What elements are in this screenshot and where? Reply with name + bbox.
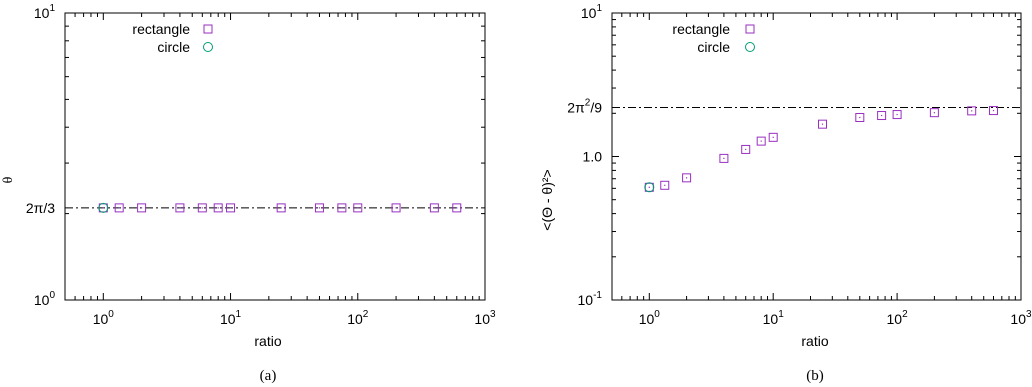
x-tick-label: 100 bbox=[639, 309, 661, 327]
data-point-center bbox=[772, 136, 774, 138]
data-point-center bbox=[933, 112, 935, 114]
y-tick-label: 1.0 bbox=[583, 149, 603, 165]
data-point-rectangle bbox=[213, 203, 223, 213]
data-point-rectangle bbox=[756, 136, 766, 146]
data-point-center bbox=[201, 207, 203, 209]
data-point-rectangle bbox=[197, 203, 207, 213]
data-point-center bbox=[395, 207, 397, 209]
data-point-center bbox=[745, 148, 747, 151]
legend-label-circle: circle bbox=[157, 39, 190, 55]
x-tick-label: 103 bbox=[474, 309, 496, 327]
data-point-center bbox=[664, 184, 666, 186]
x-tick-label: 100 bbox=[93, 309, 115, 327]
data-point-rectangle bbox=[989, 106, 999, 116]
data-point-center bbox=[859, 116, 861, 119]
legend: rectangle circle bbox=[672, 21, 755, 55]
legend-square-icon bbox=[203, 24, 213, 34]
data-point-center bbox=[685, 177, 688, 179]
data-point-center bbox=[881, 114, 883, 117]
data-point-rectangle bbox=[175, 203, 185, 213]
x-tick-label: 102 bbox=[347, 309, 369, 327]
legend-label-rectangle: rectangle bbox=[672, 21, 730, 37]
data-point-rectangle bbox=[314, 203, 324, 213]
data-point-rectangle bbox=[719, 153, 729, 163]
data-point-center bbox=[456, 207, 458, 209]
data-point-rectangle bbox=[353, 203, 363, 213]
legend-circle-icon bbox=[745, 42, 755, 52]
x-axis-label: ratio bbox=[801, 333, 828, 349]
data-point-rectangle bbox=[337, 203, 347, 213]
legend-label-circle: circle bbox=[697, 39, 730, 55]
panel-a: θ ratio (a) rectangle circle 100 101 102 10… bbox=[1, 3, 496, 384]
plot-frame bbox=[611, 12, 1022, 301]
data-point-rectangle bbox=[768, 132, 778, 142]
x-tick-label: 103 bbox=[1010, 309, 1032, 327]
legend-circle-icon bbox=[203, 42, 213, 52]
data-point-rectangle bbox=[226, 203, 236, 213]
panel-label: (a) bbox=[260, 368, 277, 384]
data-point-rectangle bbox=[391, 203, 401, 213]
data-point-center bbox=[357, 207, 359, 209]
y-axis-label: θ bbox=[1, 176, 16, 183]
data-point-center bbox=[280, 207, 282, 209]
data-point-center bbox=[896, 113, 898, 116]
data-point-center bbox=[760, 140, 762, 142]
data-point-center bbox=[341, 207, 343, 209]
reference-line-label: 2π/3 bbox=[26, 200, 55, 216]
data-point-circle bbox=[98, 202, 109, 213]
data-point-rectangle bbox=[967, 106, 977, 116]
data-point-center bbox=[141, 207, 143, 209]
data-point-rectangle bbox=[929, 108, 939, 118]
x-tick-label: 101 bbox=[220, 309, 242, 327]
svg-text:<(Θ - θ)²>: <(Θ - θ)²> bbox=[539, 169, 555, 230]
data-point-rectangle bbox=[114, 203, 124, 213]
data-point-rectangle bbox=[741, 144, 751, 154]
data-point-rectangle bbox=[818, 119, 828, 129]
data-point-center bbox=[217, 207, 219, 209]
data-point-center bbox=[102, 207, 104, 209]
data-point-rectangle bbox=[682, 173, 692, 183]
data-point-center bbox=[648, 186, 650, 188]
data-point-center bbox=[229, 207, 232, 209]
reference-line-label: 2π2/9 bbox=[567, 98, 602, 116]
data-point-rectangle bbox=[429, 203, 439, 213]
y-axis-label: <(Θ - θ)²> bbox=[539, 169, 555, 230]
data-point-rectangle bbox=[452, 203, 462, 213]
panel-b: <(Θ - θ)²> ratio (b) rectangle circle 10… bbox=[539, 3, 1032, 384]
data-point-circle bbox=[644, 182, 655, 193]
data-point-rectangle bbox=[276, 203, 286, 213]
legend-square-icon bbox=[745, 24, 755, 34]
y-tick-label: 101 bbox=[581, 3, 603, 21]
data-point-center bbox=[971, 110, 973, 112]
y-tick-label: 100 bbox=[34, 290, 56, 308]
data-point-rectangle bbox=[855, 112, 865, 122]
y-tick-label: 10-1 bbox=[578, 290, 603, 308]
x-axis-label: ratio bbox=[254, 333, 281, 349]
data-point-center bbox=[821, 123, 824, 125]
plot-frame bbox=[64, 12, 486, 301]
y-tick-label: 101 bbox=[34, 3, 56, 21]
data-point-rectangle bbox=[892, 110, 902, 120]
legend-label-rectangle: rectangle bbox=[132, 21, 190, 37]
data-point-center bbox=[179, 207, 181, 209]
data-point-center bbox=[433, 207, 435, 209]
panel-label: (b) bbox=[806, 368, 824, 384]
data-point-rectangle bbox=[137, 203, 147, 213]
data-point-center bbox=[118, 207, 120, 209]
x-tick-label: 101 bbox=[763, 309, 785, 327]
data-point-center bbox=[723, 157, 725, 159]
legend: rectangle circle bbox=[132, 21, 213, 55]
data-point-center bbox=[318, 207, 321, 209]
data-point-rectangle bbox=[660, 180, 670, 190]
data-point-rectangle bbox=[877, 111, 887, 121]
x-tick-label: 102 bbox=[887, 309, 909, 327]
data-point-center bbox=[992, 109, 995, 112]
